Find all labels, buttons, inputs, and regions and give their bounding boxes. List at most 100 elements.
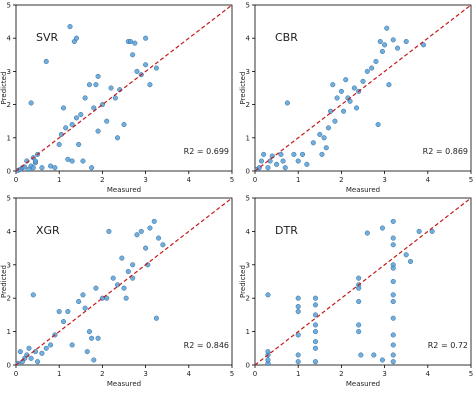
data-point (110, 275, 116, 281)
data-point (291, 151, 297, 157)
data-point (73, 35, 80, 41)
y-axis-label: Predicted (239, 265, 247, 298)
r2-annotation: R2 = 0.699 (184, 147, 229, 156)
data-point (151, 218, 157, 224)
data-point (371, 352, 377, 358)
data-point (325, 125, 331, 131)
data-point (121, 121, 127, 128)
data-point (317, 131, 323, 138)
data-point (356, 322, 362, 328)
data-point (390, 265, 396, 271)
data-point (390, 332, 396, 338)
y-axis-label: Predicted (0, 265, 8, 298)
data-point (261, 151, 267, 157)
data-point (125, 268, 131, 275)
data-point (312, 359, 319, 365)
data-point (39, 165, 45, 171)
data-point (284, 100, 290, 106)
data-point (304, 161, 310, 167)
x-tick-label: 5 (469, 176, 473, 184)
r2-annotation: R2 = 0.869 (423, 147, 468, 156)
data-point (353, 105, 360, 111)
data-point (373, 58, 379, 64)
x-tick-label: 1 (57, 370, 61, 378)
x-tick-label: 3 (382, 370, 386, 378)
data-point (84, 349, 90, 355)
r2-annotation: R2 = 0.72 (428, 341, 468, 350)
data-point (312, 312, 319, 318)
data-point (143, 245, 149, 251)
data-point (134, 68, 140, 74)
data-point (390, 352, 396, 358)
data-point (48, 342, 54, 348)
data-point (76, 298, 82, 305)
data-point (121, 285, 127, 291)
data-point (112, 95, 118, 101)
y-tick-label: 5 (7, 2, 11, 10)
data-point (86, 329, 92, 335)
data-point (56, 141, 62, 147)
y-tick-label: 1 (7, 134, 11, 142)
y-tick-label: 2 (7, 295, 11, 303)
data-point (95, 335, 101, 341)
data-point (312, 302, 319, 308)
x-tick-label: 1 (57, 176, 61, 184)
data-point (420, 42, 427, 48)
data-point (69, 342, 75, 348)
data-point (156, 235, 162, 241)
y-tick-label: 0 (7, 362, 11, 370)
data-point (295, 304, 301, 310)
data-point (39, 350, 45, 356)
axes-frame (15, 4, 233, 172)
data-point (295, 295, 301, 301)
data-point (299, 151, 306, 157)
data-point (52, 165, 58, 171)
data-point (147, 225, 153, 231)
x-tick-label: 4 (187, 370, 192, 378)
x-tick-label: 5 (469, 370, 473, 378)
data-point (86, 82, 92, 88)
x-axis-label: Measured (346, 380, 380, 388)
panel-cbr: 0 1 2 3 4 5 0 1 2 3 4 5 Measured Predicted CBR R2 = 0.8… (239, 2, 473, 195)
x-tick-label: 0 (253, 176, 257, 184)
data-point (130, 52, 136, 58)
panel-dtr: 0 1 2 3 4 5 0 1 2 3 4 5 Measured Predicted DTR R2 = 0.7… (239, 195, 473, 389)
data-point (390, 315, 396, 321)
data-point (280, 158, 286, 164)
data-point (93, 285, 99, 291)
data-point (390, 37, 396, 43)
x-tick-label: 5 (230, 176, 234, 184)
y-tick-label: 1 (246, 328, 250, 336)
x-tick-label: 0 (253, 370, 257, 378)
data-point (258, 158, 265, 164)
data-point (341, 108, 347, 114)
data-point (60, 319, 67, 325)
data-point (319, 151, 325, 157)
model-label: XGR (36, 224, 60, 237)
data-point (91, 105, 97, 111)
data-point (312, 329, 319, 335)
data-point (356, 285, 362, 291)
data-point (28, 100, 34, 106)
data-point (130, 262, 136, 268)
data-point (43, 58, 49, 64)
data-point (265, 292, 271, 298)
data-point (63, 125, 69, 131)
data-point (390, 342, 396, 348)
y-axis-label: Predicted (0, 72, 8, 105)
x-tick-label: 0 (14, 176, 18, 184)
data-point (364, 230, 370, 236)
data-point (332, 118, 338, 124)
data-point (108, 85, 114, 91)
panel-xgr: 0 1 2 3 4 5 0 1 2 3 4 5 Measured Predicted XGR R2 = 0.8… (0, 195, 234, 389)
data-point (356, 298, 362, 305)
data-point (73, 115, 80, 121)
data-point (312, 295, 319, 301)
data-point (30, 165, 36, 171)
y-tick-label: 5 (246, 195, 250, 203)
data-point (65, 309, 71, 315)
y-axis-label: Predicted (239, 72, 247, 105)
x-tick-label: 5 (230, 370, 234, 378)
x-tick-label: 3 (382, 176, 386, 184)
